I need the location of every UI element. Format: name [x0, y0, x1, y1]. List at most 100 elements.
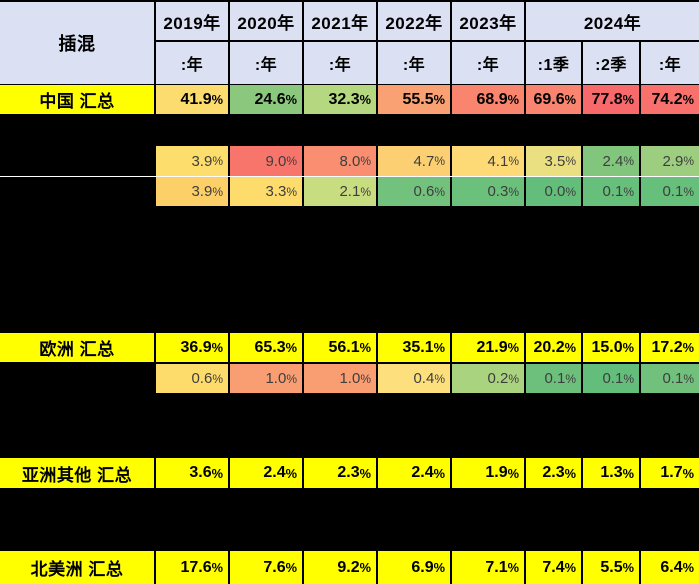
percent-sign: %: [682, 465, 694, 481]
value-cell-r3-c5: 3.5%: [526, 146, 581, 176]
hidden-rows-band: [0, 114, 699, 146]
percent-sign: %: [434, 184, 445, 199]
value-cell-r6-c6: 15.0%: [583, 333, 639, 362]
percent-sign: %: [622, 560, 634, 575]
value-cell-r7-c0: 0.6%: [156, 364, 228, 393]
value-cell-r9-c1: 2.4%: [230, 458, 302, 488]
header-sub-cell-0: :年: [156, 42, 228, 84]
percent-sign: %: [285, 92, 297, 107]
value-cell-r1-c5: 69.6%: [526, 85, 581, 114]
value-cell-r6-c5: 20.2%: [526, 333, 581, 362]
value-cell-r6-c0: 36.9%: [156, 333, 228, 362]
percent-sign: %: [286, 184, 297, 199]
percent-sign: %: [507, 340, 519, 355]
percent-sign: %: [212, 154, 223, 168]
percent-sign: %: [507, 92, 519, 107]
percent-sign: %: [359, 92, 371, 107]
hidden-rows-band: [0, 84, 699, 85]
detail-row: 3.9% 3.3% 2.1% 0.6% 0.3% 0.0% 0.1% 0.1%: [0, 176, 699, 206]
value-cell-r6-c7: 17.2%: [641, 333, 699, 362]
percent-sign: %: [359, 560, 371, 575]
percent-sign: %: [211, 465, 223, 481]
percent-sign: %: [359, 465, 371, 481]
hidden-rows-band: [0, 206, 699, 333]
percent-sign: %: [683, 154, 694, 168]
percent-sign: %: [434, 154, 445, 168]
percent-sign: %: [507, 560, 519, 575]
value-cell-r11-c0: 17.6%: [156, 551, 228, 584]
percent-sign: %: [286, 371, 297, 386]
percent-sign: %: [433, 340, 445, 355]
value-cell-r11-c7: 6.4%: [641, 551, 699, 584]
percent-sign: %: [433, 92, 445, 107]
value-cell-r9-c2: 2.3%: [304, 458, 376, 488]
value-cell-r6-c3: 35.1%: [378, 333, 450, 362]
hidden-rows-band: [0, 488, 699, 551]
corner-cell-label: 插混: [0, 2, 154, 84]
percent-sign: %: [622, 465, 634, 481]
summary-row: 北美洲 汇总 17.6% 7.6% 9.2% 6.9% 7.1% 7.4% 5.5% 6.4%: [0, 551, 699, 584]
header-sub-cell-7: :年: [641, 42, 699, 84]
percent-sign: %: [286, 154, 297, 168]
value-cell-r4-c7: 0.1%: [641, 177, 699, 206]
header-year-cell-2023年: 2023年: [452, 2, 524, 40]
header-sub-cell-6: :2季: [583, 42, 639, 84]
value-cell-r4-c6: 0.1%: [583, 177, 639, 206]
percent-sign: %: [285, 560, 297, 575]
row-label: 亚洲其他 汇总: [0, 458, 154, 488]
header-sub-cell-5: :1季: [526, 42, 581, 84]
value-cell-r6-c4: 21.9%: [452, 333, 524, 362]
value-cell-r9-c6: 1.3%: [583, 458, 639, 488]
percent-sign: %: [508, 371, 519, 386]
percent-sign: %: [211, 340, 223, 355]
value-cell-r11-c3: 6.9%: [378, 551, 450, 584]
percent-sign: %: [564, 560, 576, 575]
header-year-cell-2022年: 2022年: [378, 2, 450, 40]
percent-sign: %: [360, 371, 371, 386]
value-cell-r6-c1: 65.3%: [230, 333, 302, 362]
summary-row: 欧洲 汇总 36.9% 65.3% 56.1% 35.1% 21.9% 20.2% 15.0%…: [0, 333, 699, 362]
value-cell-r7-c2: 1.0%: [304, 364, 376, 393]
value-cell-r7-c1: 1.0%: [230, 364, 302, 393]
percent-sign: %: [622, 340, 634, 355]
value-cell-r7-c6: 0.1%: [583, 364, 639, 393]
percent-sign: %: [212, 371, 223, 386]
percent-sign: %: [433, 560, 445, 575]
value-cell-r1-c3: 55.5%: [378, 85, 450, 114]
percent-sign: %: [623, 371, 634, 386]
table-body: 中国 汇总 41.9% 24.6% 32.3% 55.5% 68.9% 69.6% 77.8%…: [0, 84, 699, 584]
value-cell-r4-c3: 0.6%: [378, 177, 450, 206]
header-year-cell-2021年: 2021年: [304, 2, 376, 40]
value-cell-r11-c2: 9.2%: [304, 551, 376, 584]
value-cell-r3-c6: 2.4%: [583, 146, 639, 176]
value-cell-r9-c0: 3.6%: [156, 458, 228, 488]
value-cell-r1-c2: 32.3%: [304, 85, 376, 114]
percent-sign: %: [360, 184, 371, 199]
percent-sign: %: [433, 465, 445, 481]
percent-sign: %: [564, 92, 576, 107]
value-cell-r1-c0: 41.9%: [156, 85, 228, 114]
value-cell-r1-c7: 74.2%: [641, 85, 699, 114]
detail-row: 3.9% 9.0% 8.0% 4.7% 4.1% 3.5% 2.4% 2.9%: [0, 146, 699, 176]
header-year-cell-2019年: 2019年: [156, 2, 228, 40]
value-cell-r7-c3: 0.4%: [378, 364, 450, 393]
value-cell-r3-c7: 2.9%: [641, 146, 699, 176]
value-cell-r7-c5: 0.1%: [526, 364, 581, 393]
percent-sign: %: [682, 340, 694, 355]
value-cell-r7-c4: 0.2%: [452, 364, 524, 393]
header-sub-cell-3: :年: [378, 42, 450, 84]
percent-sign: %: [211, 92, 223, 107]
percent-sign: %: [359, 340, 371, 355]
value-cell-r11-c4: 7.1%: [452, 551, 524, 584]
percent-sign: %: [565, 154, 576, 168]
row-label: [0, 177, 154, 206]
value-cell-r9-c7: 1.7%: [641, 458, 699, 488]
value-cell-r9-c5: 2.3%: [526, 458, 581, 488]
percent-sign: %: [508, 154, 519, 168]
row-label: 北美洲 汇总: [0, 551, 154, 584]
value-cell-r11-c5: 7.4%: [526, 551, 581, 584]
table-header: 插混 2019年 2020年 2021年 2022年 2023年 2024年:年:年:年:…: [0, 0, 699, 84]
header-year-cell-2024年: 2024年: [526, 2, 699, 40]
value-cell-r3-c0: 3.9%: [156, 146, 228, 176]
